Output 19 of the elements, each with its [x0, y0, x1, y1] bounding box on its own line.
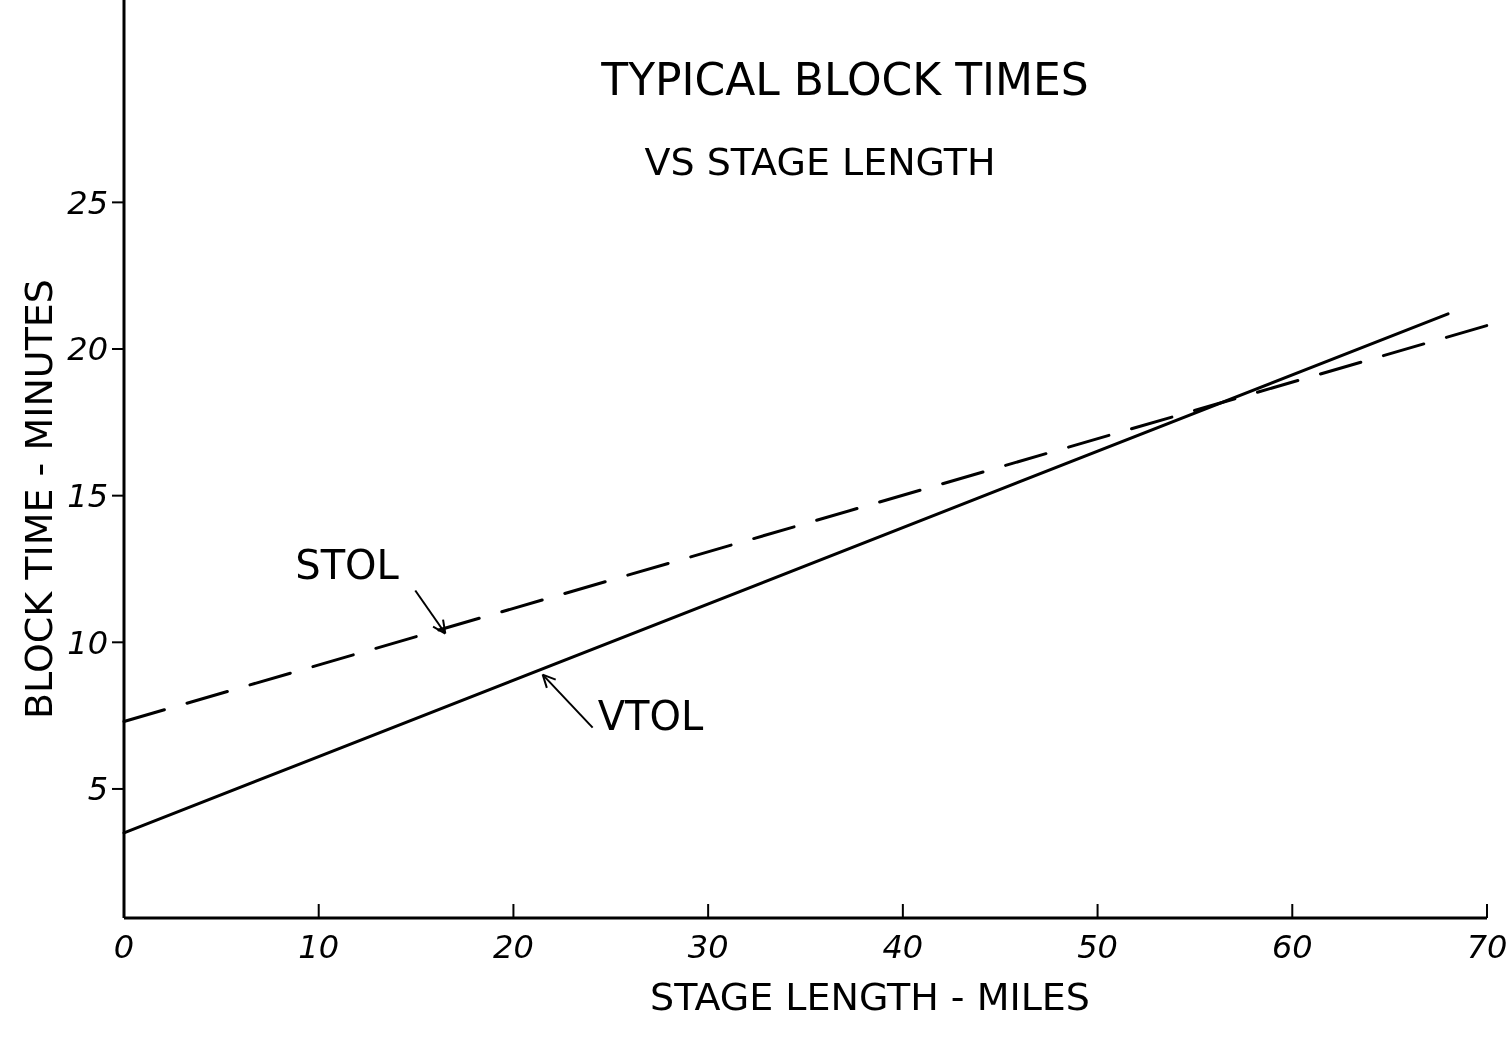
y-tick-label: 5 [87, 770, 108, 809]
y-tick-label: 15 [67, 476, 108, 515]
text: TYPICAL BLOCK TIMES [600, 54, 1089, 105]
x-tick-label: 0 [113, 928, 135, 966]
annotation: VTOL [597, 692, 704, 739]
x-tick-label: 60 [1271, 928, 1313, 966]
x-tick-label: 30 [687, 928, 729, 966]
x-tick-label: 40 [882, 928, 924, 966]
x-tick-label: 20 [493, 928, 534, 966]
y-tick-label: 20 [67, 330, 108, 369]
y-axis-title: BLOCK TIME - MINUTES [17, 279, 61, 719]
y-tick-label: 10 [67, 623, 108, 662]
x-axis-title: STAGE LENGTH - MILES [650, 975, 1090, 1019]
y-tick-label: 25 [67, 183, 108, 222]
x-tick-label: 50 [1077, 928, 1118, 966]
text: VS STAGE LENGTH [644, 140, 996, 184]
x-tick-label: 10 [298, 928, 340, 966]
x-tick-label: 70 [1466, 928, 1508, 966]
annotation: STOL [295, 541, 400, 588]
